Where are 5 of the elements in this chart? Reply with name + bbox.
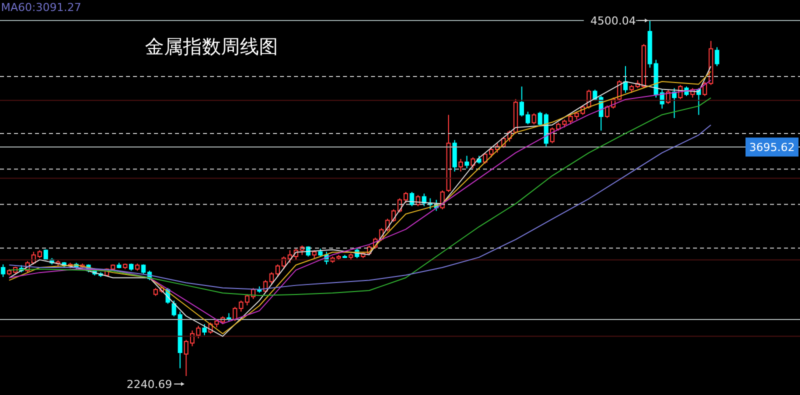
annotation: MA60:3091.27: [1, 1, 82, 14]
ref-line-label: 3695.62: [749, 141, 795, 154]
annotation: 2240.69: [126, 378, 172, 392]
text: 金属指数周线图: [145, 36, 278, 58]
annotation: 4500.04: [590, 14, 636, 28]
